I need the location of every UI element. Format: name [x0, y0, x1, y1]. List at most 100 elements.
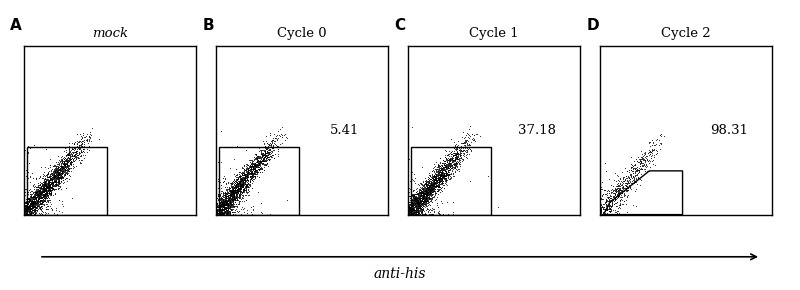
- Point: [261, 146, 274, 150]
- Point: [428, 185, 441, 189]
- Point: [214, 212, 226, 217]
- Point: [82, 144, 94, 149]
- Point: [451, 151, 464, 155]
- Point: [640, 153, 653, 158]
- Point: [59, 157, 72, 161]
- Point: [37, 188, 50, 193]
- Point: [270, 143, 282, 148]
- Point: [239, 177, 252, 182]
- Point: [416, 186, 429, 191]
- Point: [414, 200, 427, 205]
- Point: [218, 204, 230, 209]
- Point: [629, 163, 642, 167]
- Point: [230, 204, 242, 209]
- Point: [430, 176, 442, 180]
- Point: [602, 204, 615, 209]
- Point: [37, 183, 50, 188]
- Point: [411, 211, 424, 216]
- Point: [51, 169, 64, 174]
- Point: [233, 188, 246, 193]
- Point: [416, 196, 429, 201]
- Point: [61, 178, 74, 183]
- Point: [28, 210, 41, 215]
- Point: [437, 170, 450, 175]
- Point: [18, 202, 30, 207]
- Point: [650, 152, 662, 156]
- Point: [238, 176, 250, 180]
- Point: [428, 181, 441, 185]
- Point: [599, 161, 612, 166]
- Point: [19, 208, 32, 213]
- Point: [440, 173, 453, 178]
- Point: [611, 204, 624, 209]
- Point: [30, 202, 42, 206]
- Point: [453, 144, 466, 149]
- Point: [50, 174, 63, 179]
- Point: [627, 166, 640, 171]
- Point: [231, 184, 244, 189]
- Point: [245, 170, 258, 174]
- Point: [75, 141, 88, 146]
- Point: [244, 158, 257, 162]
- Point: [234, 185, 246, 190]
- Point: [412, 204, 425, 209]
- Point: [253, 146, 266, 150]
- Point: [230, 186, 243, 191]
- Point: [30, 200, 42, 205]
- Point: [258, 164, 270, 169]
- Point: [420, 201, 433, 206]
- Point: [246, 162, 258, 167]
- Point: [422, 177, 434, 182]
- Point: [621, 178, 634, 183]
- Point: [409, 202, 422, 206]
- Point: [631, 168, 644, 173]
- Point: [429, 177, 442, 182]
- Point: [221, 191, 234, 196]
- Point: [420, 180, 433, 184]
- Point: [30, 192, 42, 196]
- Point: [241, 162, 254, 166]
- Point: [643, 147, 656, 152]
- Point: [222, 198, 234, 203]
- Point: [440, 166, 453, 171]
- Point: [612, 178, 625, 183]
- Point: [42, 180, 55, 184]
- Point: [249, 161, 262, 166]
- Point: [26, 206, 39, 211]
- Point: [225, 194, 238, 198]
- Point: [74, 147, 86, 151]
- Point: [65, 148, 78, 153]
- Point: [602, 197, 615, 201]
- Point: [237, 180, 250, 185]
- Point: [32, 191, 45, 196]
- Point: [438, 172, 451, 176]
- Point: [42, 194, 54, 199]
- Point: [215, 203, 228, 208]
- Point: [613, 179, 626, 183]
- Point: [34, 188, 47, 193]
- Point: [240, 184, 253, 188]
- Point: [228, 202, 241, 207]
- Point: [28, 208, 41, 213]
- Point: [29, 205, 42, 210]
- Point: [232, 184, 245, 189]
- Point: [637, 154, 650, 158]
- Point: [210, 199, 222, 203]
- Point: [25, 201, 38, 205]
- Point: [418, 193, 430, 198]
- Point: [65, 152, 78, 157]
- Point: [252, 158, 265, 163]
- Point: [37, 186, 50, 191]
- Point: [18, 207, 30, 212]
- Point: [602, 204, 614, 209]
- Point: [433, 173, 446, 178]
- Point: [423, 189, 436, 194]
- Point: [246, 169, 258, 174]
- Point: [63, 176, 76, 181]
- Point: [46, 167, 58, 172]
- Point: [24, 197, 37, 202]
- Point: [40, 187, 53, 192]
- Point: [407, 194, 420, 199]
- Point: [422, 189, 435, 193]
- Point: [42, 188, 54, 192]
